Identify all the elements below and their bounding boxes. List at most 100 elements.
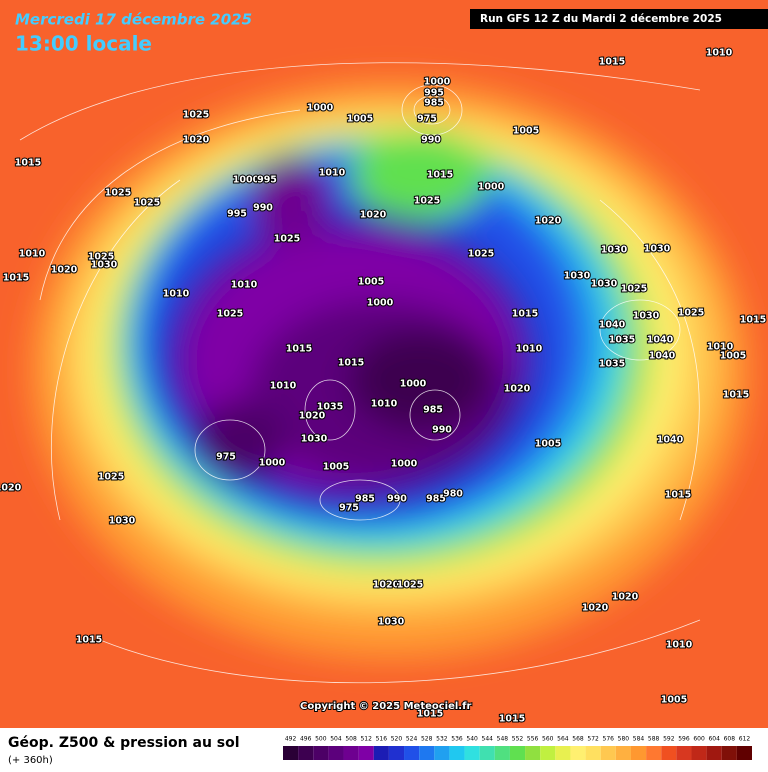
legend-label: 608: [724, 736, 736, 743]
legend-swatch: [449, 746, 465, 760]
legend-label: 516: [376, 736, 388, 743]
pressure-label: 1015: [665, 490, 691, 501]
pressure-label: 1000: [391, 459, 418, 470]
legend-label: 556: [527, 736, 539, 743]
legend-label: 544: [482, 736, 494, 743]
pressure-label: 1040: [647, 335, 674, 346]
legend-swatch: [509, 746, 526, 760]
pressure-label: 1005: [535, 439, 561, 450]
pressure-label: 1020: [0, 483, 22, 494]
legend-swatch: [630, 746, 647, 760]
pressure-label: 995: [257, 175, 277, 186]
legend-label: 596: [678, 736, 690, 743]
legend-swatch: [358, 746, 374, 760]
pressure-label: 1010: [516, 344, 543, 355]
legend-swatch: [388, 746, 405, 760]
pressure-label: 1015: [499, 714, 525, 725]
z500-field: [30, 80, 750, 660]
pressure-label: 1015: [15, 158, 41, 169]
pressure-label: 1005: [323, 462, 349, 473]
legend-swatch: [600, 746, 616, 760]
pressure-label: 1015: [3, 273, 29, 284]
legend-label: 500: [315, 736, 327, 743]
pressure-label: 1000: [400, 379, 427, 390]
legend-label: 548: [497, 736, 509, 743]
pressure-label: 985: [423, 405, 443, 416]
pressure-label: 1005: [347, 114, 373, 125]
legend-swatch: [615, 746, 631, 760]
legend-swatch: [585, 746, 601, 760]
pressure-label: 1020: [504, 384, 531, 395]
legend-label: 524: [406, 736, 418, 743]
legend-swatch: [691, 746, 707, 760]
pressure-label: 985: [424, 98, 444, 109]
pressure-label: 1025: [183, 110, 209, 121]
pressure-label: 1025: [468, 249, 494, 260]
pressure-label: 980: [443, 489, 463, 500]
legend-label: 604: [708, 736, 720, 743]
pressure-label: 1020: [373, 580, 400, 591]
legend-swatch: [373, 746, 389, 760]
legend-label: 536: [451, 736, 463, 743]
legend-swatch: [494, 746, 510, 760]
map: [0, 0, 768, 728]
legend-swatch: [676, 746, 692, 760]
pressure-label: 1025: [98, 472, 124, 483]
legend-label: 568: [572, 736, 584, 743]
pressure-label: 1010: [706, 48, 733, 59]
pressure-label: 1030: [633, 311, 660, 322]
pressure-label: 990: [253, 203, 273, 214]
pressure-label: 1005: [513, 126, 539, 137]
pressure-label: 1000: [424, 77, 451, 88]
pressure-label: 1040: [657, 435, 684, 446]
pressure-label: 1015: [740, 315, 766, 326]
pressure-label: 1030: [564, 271, 591, 282]
pressure-label: 1010: [371, 399, 398, 410]
pressure-label: 1035: [609, 335, 635, 346]
legend-label: 492: [285, 736, 297, 743]
pressure-label: 1020: [582, 603, 609, 614]
legend-swatch: [298, 746, 314, 760]
legend-label: 504: [330, 736, 342, 743]
pressure-label: 1005: [358, 277, 384, 288]
pressure-label: 1010: [231, 280, 258, 291]
legend-label: 496: [300, 736, 312, 743]
pressure-label: 1030: [378, 617, 405, 628]
legend-swatch: [555, 746, 571, 760]
pressure-label: 1040: [599, 320, 626, 331]
pressure-label: 1020: [183, 135, 210, 146]
pressure-label: 1025: [217, 309, 243, 320]
legend-swatch: [328, 746, 344, 760]
pressure-label: 1035: [599, 359, 625, 370]
pressure-label: 1025: [134, 198, 160, 209]
pressure-label: 1030: [301, 434, 328, 445]
legend-label: 564: [557, 736, 569, 743]
legend-swatch: [343, 746, 359, 760]
pressure-label: 1025: [621, 284, 647, 295]
legend-swatch: [434, 746, 450, 760]
pressure-label: 1015: [417, 709, 443, 720]
pressure-label: 1015: [512, 309, 538, 320]
pressure-labels: 1000 995 985 975 990 1005 1000 1005 1015 1010 1025…: [0, 47, 767, 726]
legend-label: 580: [618, 736, 630, 743]
pressure-label: 1025: [414, 196, 440, 207]
legend-swatch: [661, 746, 677, 760]
pressure-label: 1030: [591, 279, 618, 290]
pressure-label: 990: [387, 494, 407, 505]
legend-label: 512: [360, 736, 372, 743]
legend-swatch: [479, 746, 495, 760]
legend-swatch: [736, 746, 752, 760]
copyright: Copyright © 2025 Meteociel.fr: [300, 701, 471, 712]
pressure-label: 1015: [76, 635, 102, 646]
pressure-label: 1025: [397, 580, 423, 591]
legend-swatch: [525, 746, 541, 760]
legend-swatch: [646, 746, 662, 760]
pressure-label: 975: [216, 452, 236, 463]
pressure-label: 1000: [478, 182, 505, 193]
pressure-label: 1030: [601, 245, 628, 256]
pressure-label: 1040: [649, 351, 676, 362]
legend-swatch: [419, 746, 435, 760]
legend-swatch: [721, 746, 737, 760]
pressure-label: 1015: [427, 170, 453, 181]
